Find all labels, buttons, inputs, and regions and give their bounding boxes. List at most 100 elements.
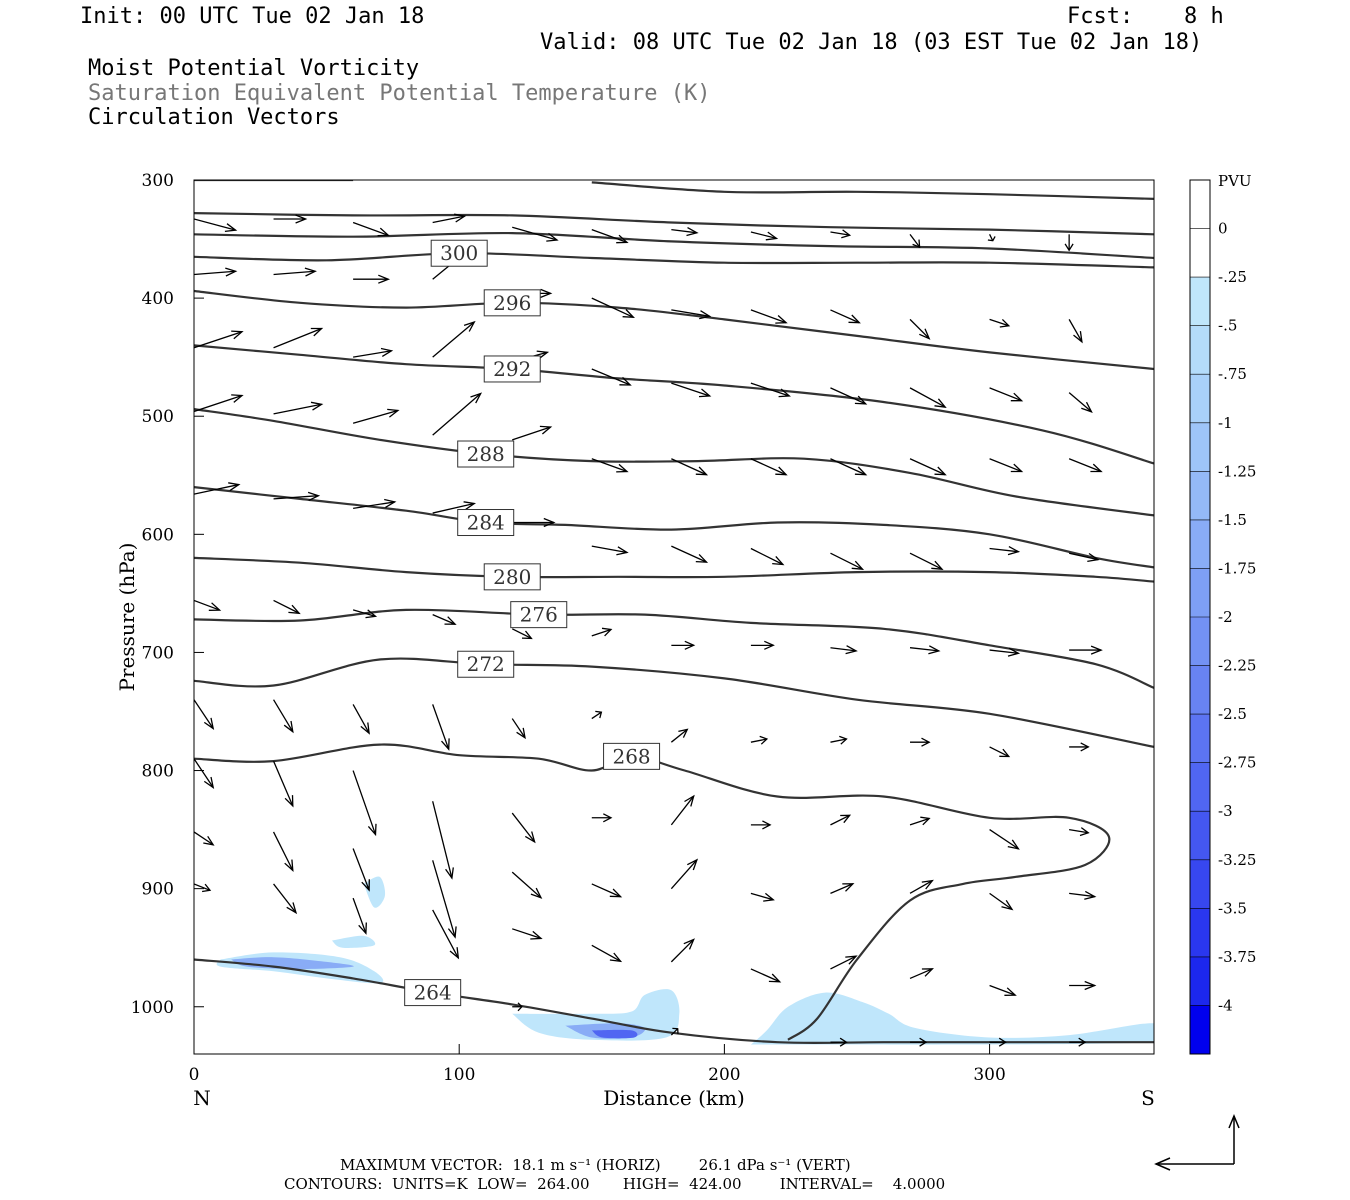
circulation-vector <box>989 746 1011 758</box>
circulation-vector <box>432 860 457 939</box>
theta-e-contour-284 <box>194 486 1154 569</box>
circulation-vector <box>512 517 556 528</box>
y-axis-title: Pressure (hPa) <box>115 543 139 692</box>
colorbar-label: -.5 <box>1218 317 1237 335</box>
circulation-vector <box>432 909 460 960</box>
colorbar-label: -2.5 <box>1218 705 1247 723</box>
theta-e-contour-288 <box>194 408 1154 517</box>
circulation-vector <box>432 392 483 436</box>
contour-label-276: 276 <box>510 601 568 629</box>
circulation-vector <box>750 231 779 241</box>
theta-e-contour-268 <box>194 743 1111 1041</box>
circulation-vector <box>353 347 394 358</box>
circulation-vector <box>512 425 553 441</box>
colorbar-swatch <box>1190 908 1210 958</box>
field-title-mpv: Moist Potential Vorticity <box>88 56 420 81</box>
circulation-vector <box>989 387 1024 402</box>
circulation-vector <box>909 968 934 980</box>
circulation-vector <box>750 458 788 476</box>
contour-label-300: 300 <box>430 239 488 267</box>
circulation-vector <box>750 735 769 745</box>
field-title-vectors: Circulation Vectors <box>88 105 340 130</box>
colorbar-label: -.25 <box>1218 268 1247 286</box>
circulation-vector <box>1069 827 1090 837</box>
circulation-vector <box>273 599 301 615</box>
contour-label-280: 280 <box>483 563 541 591</box>
footer-max-vector: MAXIMUM VECTOR: 18.1 m s⁻¹ (HORIZ) 26.1 … <box>340 1156 851 1174</box>
colorbar-label: -1 <box>1218 414 1233 432</box>
contour-label-296: 296 <box>483 289 541 317</box>
theta-e-contour-308 <box>194 212 1154 236</box>
plot-frame <box>193 179 1155 1055</box>
colorbar-swatch <box>1190 228 1210 278</box>
contour-label-text: 280 <box>493 565 531 589</box>
y-tick-label: 400 <box>142 289 174 309</box>
pv-region <box>721 992 1154 1045</box>
circulation-vector <box>989 318 1011 328</box>
circulation-vector <box>273 401 324 415</box>
circulation-vector <box>671 545 709 563</box>
y-tick-label: 700 <box>142 643 174 663</box>
colorbar-swatch <box>1190 762 1210 812</box>
colorbar-swatch <box>1190 811 1210 861</box>
theta-e-contour-292 <box>194 344 1154 465</box>
circulation-vector <box>670 938 695 963</box>
circulation-vector <box>989 546 1021 556</box>
circulation-vector <box>273 491 321 501</box>
theta-e-contour-312 <box>591 181 1154 200</box>
circulation-vector <box>671 382 712 398</box>
circulation-vector <box>909 387 947 408</box>
circulation-vector <box>512 1002 523 1012</box>
colorbar-label: -1.25 <box>1218 462 1256 480</box>
circulation-vector <box>511 812 536 844</box>
circulation-vector <box>830 814 852 826</box>
circulation-vector <box>987 234 996 242</box>
circulation-vector <box>353 498 397 509</box>
circulation-vector <box>432 501 477 514</box>
circulation-vector <box>591 458 629 473</box>
valid-time: Valid: 08 UTC Tue 02 Jan 18 (03 EST Tue … <box>540 30 1203 55</box>
circulation-vector <box>273 327 324 349</box>
circulation-vector <box>432 614 457 625</box>
circulation-vector <box>432 704 450 751</box>
circulation-vector <box>511 628 533 640</box>
circulation-vector <box>909 816 931 826</box>
circulation-vector <box>353 274 391 284</box>
init-time: Init: 00 UTC Tue 02 Jan 18 <box>80 4 425 29</box>
colorbar-label: -2.75 <box>1218 754 1256 772</box>
circulation-vector <box>273 883 298 915</box>
theta-e-contour-300 <box>194 252 1154 269</box>
y-tick-label: 800 <box>142 762 174 782</box>
circulation-vector <box>989 1037 1007 1047</box>
colorbar-swatch <box>1190 422 1210 472</box>
contour-label-284: 284 <box>457 509 515 537</box>
colorbar-swatch <box>1190 277 1210 327</box>
circulation-vector <box>512 226 559 242</box>
circulation-vector <box>273 699 294 734</box>
colorbar-title: PVU <box>1218 172 1252 190</box>
pv-region <box>591 1029 638 1039</box>
colorbar-swatch <box>1190 568 1210 618</box>
circulation-vector <box>352 221 390 237</box>
colorbar: PVU 0 -.25 -.5 -.75 -1 -1.25 -1.5 -1.75 -2 -2.25 -2… <box>1189 172 1256 1055</box>
circulation-vector <box>750 382 791 398</box>
contour-label-288: 288 <box>457 440 515 468</box>
circulation-vector <box>352 848 370 892</box>
circulation-vector <box>273 267 317 277</box>
forecast-label: Fcst: <box>1067 4 1134 29</box>
circulation-vector <box>989 458 1024 473</box>
circulation-vector <box>194 218 238 233</box>
y-tick-label: 600 <box>142 525 174 545</box>
circulation-vector <box>671 640 696 650</box>
circulation-vector <box>1068 458 1103 473</box>
colorbar-label: -3.75 <box>1218 948 1256 966</box>
colorbar-label: -3.5 <box>1218 899 1247 917</box>
circulation-vector <box>591 228 629 244</box>
contour-label-264: 264 <box>404 979 462 1007</box>
circulation-vector <box>511 718 526 740</box>
circulation-vector <box>512 928 543 940</box>
pv-region <box>363 876 386 908</box>
circulation-vector <box>352 609 378 619</box>
circulation-vector <box>670 858 699 890</box>
circulation-vector <box>830 955 858 970</box>
